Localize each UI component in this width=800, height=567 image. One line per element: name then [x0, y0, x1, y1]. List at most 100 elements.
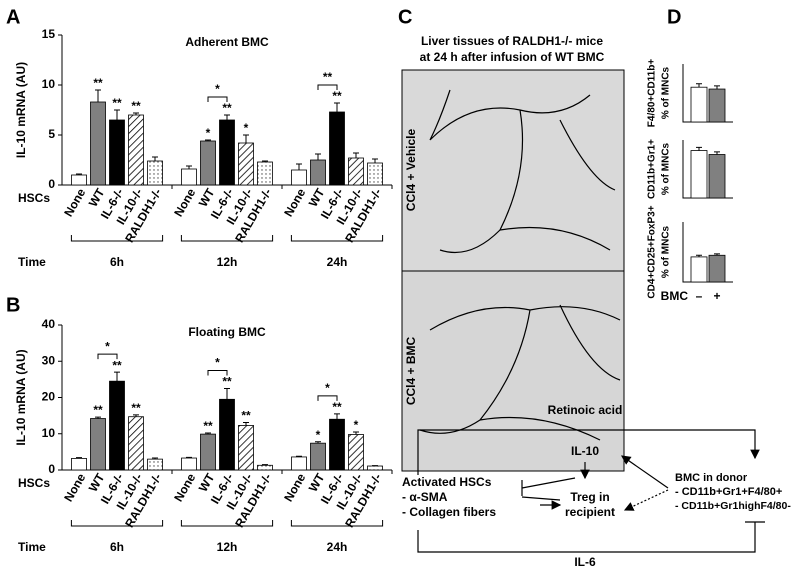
y-tick-label: 0 [48, 462, 55, 476]
bar [181, 457, 197, 471]
error-bar [114, 371, 120, 382]
error-bar [243, 134, 249, 143]
row-label: HSCs [18, 191, 50, 205]
group-label: 24h [327, 540, 348, 554]
comparison-label: * [215, 82, 220, 96]
label: Retinoic acid [548, 403, 623, 417]
significance: ** [93, 403, 103, 417]
chart-title: Adherent BMC [185, 35, 269, 49]
y-axis-label: IL-10 mRNA (AU) [14, 62, 28, 158]
node: Treg in [570, 490, 609, 504]
error-bar [334, 413, 340, 420]
bar [690, 150, 708, 199]
y-tick-label: 10 [42, 426, 56, 440]
bar [348, 157, 364, 186]
node: BMC in donor [675, 472, 748, 484]
panel-title: Liver tissues of RALDH1-/- mice [421, 34, 603, 48]
bar [310, 159, 326, 186]
error-bar [95, 416, 101, 419]
group-bracket [70, 520, 164, 527]
error-bar [186, 456, 192, 459]
error-bar [372, 158, 378, 163]
x-axis-label: BMC [661, 289, 689, 303]
error-bar [114, 109, 120, 120]
y-tick-label: 30 [42, 353, 56, 367]
bar [128, 114, 144, 186]
comparison-bracket [207, 369, 228, 376]
error-bar [353, 152, 359, 158]
comparison-bracket [207, 96, 228, 102]
row-label: Time [18, 255, 46, 269]
bar [310, 442, 326, 471]
bar [147, 458, 163, 471]
bar [109, 380, 125, 471]
row-label: Time [18, 540, 46, 554]
bar [690, 256, 708, 283]
node: recipient [565, 505, 615, 519]
error-bar [296, 455, 302, 457]
panel-letter: D [667, 6, 681, 28]
bar [219, 119, 235, 186]
comparison-bracket [317, 395, 338, 401]
significance: ** [112, 358, 122, 372]
error-bar [714, 85, 720, 90]
error-bar [76, 173, 82, 175]
y-axis-label: % of MNCs [661, 225, 672, 278]
error-bar [224, 387, 230, 400]
significance: ** [332, 89, 342, 103]
error-bar [243, 422, 249, 426]
error-bar [224, 114, 230, 120]
significance: ** [203, 419, 213, 433]
y-axis-label: F4/80+CD11b+ [647, 59, 658, 128]
significance: ** [112, 96, 122, 110]
error-bar [133, 414, 139, 417]
comparison-label: * [325, 381, 330, 395]
bar [257, 161, 273, 186]
bar-label: None [281, 471, 308, 504]
bar [109, 119, 125, 186]
node: - CD11b+Gr1highF4/80- [675, 500, 791, 512]
error-bar [205, 432, 211, 435]
comparison-bracket [97, 353, 118, 360]
group-label: 12h [217, 540, 238, 554]
bar [71, 457, 87, 471]
bar [90, 418, 106, 471]
bar [367, 162, 383, 186]
significance: ** [241, 409, 251, 423]
x-tick-label: – [696, 289, 703, 303]
significance: ** [131, 99, 141, 113]
panel-letter: A [6, 6, 20, 28]
bar-label: None [281, 186, 308, 219]
error-bar [696, 254, 702, 257]
bar [238, 142, 254, 186]
group-bracket [180, 235, 274, 242]
node: - Collagen fibers [402, 505, 496, 519]
bar [291, 456, 307, 471]
significance: ** [222, 101, 232, 115]
error-bar [315, 441, 321, 444]
significance: * [354, 418, 359, 432]
label: IL-6 [574, 555, 596, 567]
y-axis-label: % of MNCs [661, 66, 672, 119]
y-axis-label: CD11b+Gr1+ [647, 139, 658, 199]
error-bar [696, 146, 702, 151]
group-label: 12h [217, 255, 238, 269]
panel-letter: C [398, 6, 412, 28]
axis [682, 140, 733, 199]
y-axis-label: IL-10 mRNA (AU) [14, 349, 28, 445]
comparison-bracket [317, 84, 338, 90]
error-bar [262, 464, 268, 466]
significance: * [316, 428, 321, 442]
bar-label: None [61, 186, 88, 219]
error-bar [95, 89, 101, 102]
node: - α-SMA [402, 490, 448, 504]
y-tick-label: 15 [42, 27, 56, 41]
axis [682, 64, 733, 123]
error-bar [714, 151, 720, 155]
comparison-label: * [105, 339, 110, 353]
error-bar [152, 156, 158, 161]
diagram-lines [417, 429, 765, 553]
y-tick-label: 10 [42, 77, 56, 91]
bar [128, 416, 144, 471]
error-bar [714, 253, 720, 256]
